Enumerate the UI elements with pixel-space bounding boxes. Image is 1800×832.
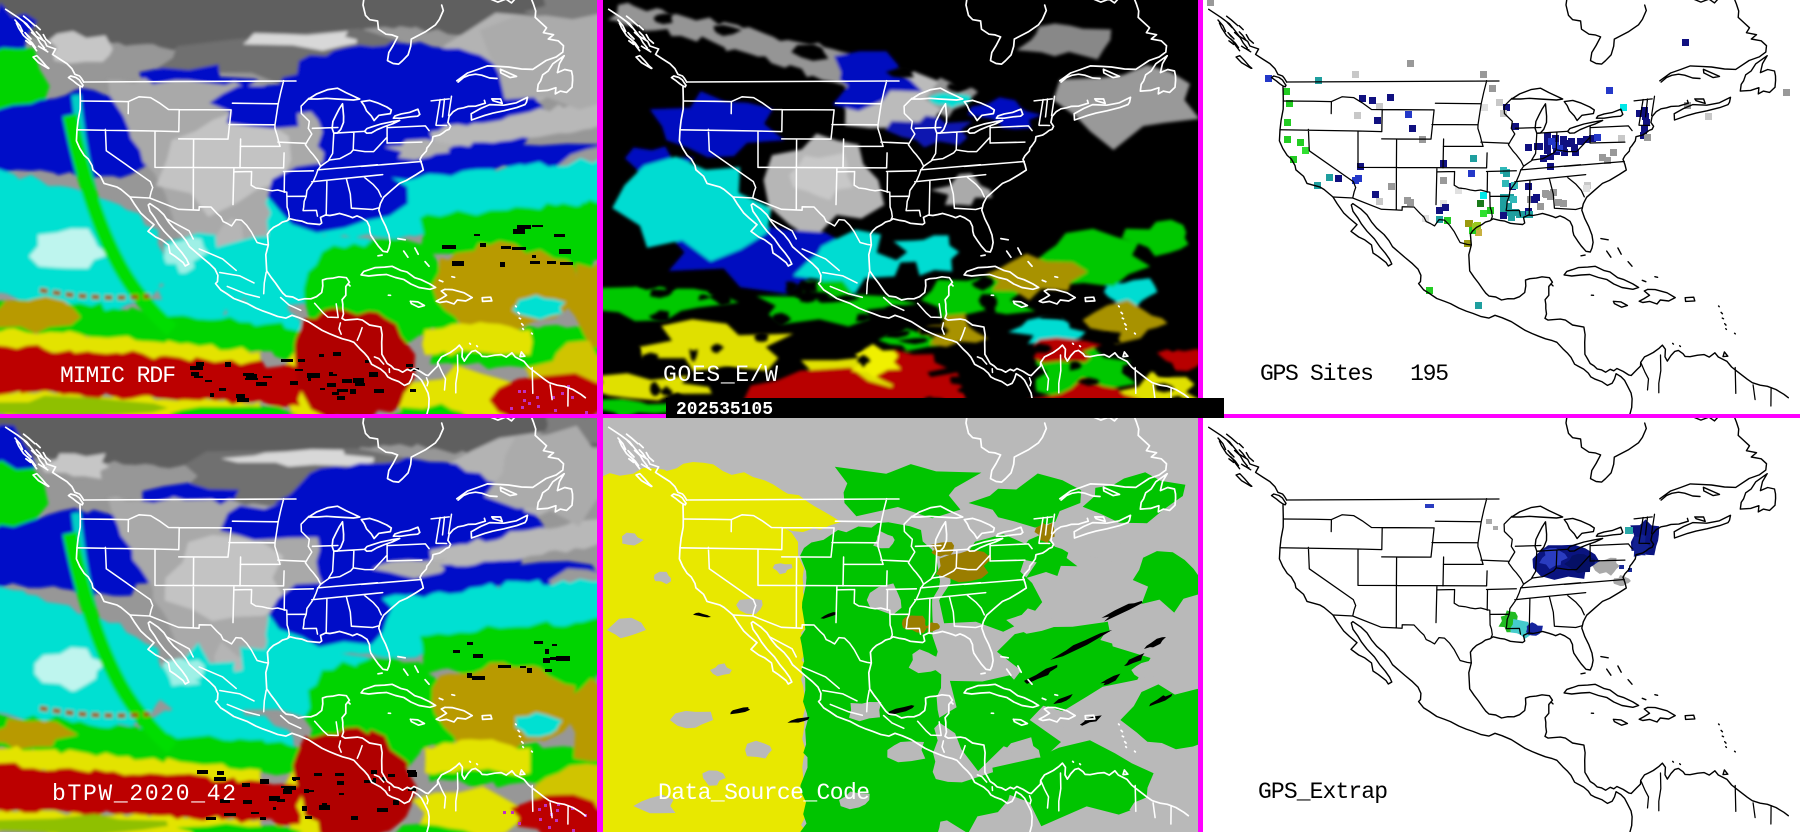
svg-text:MIMIC RDF: MIMIC RDF <box>60 363 176 389</box>
svg-text:202535105: 202535105 <box>676 400 773 420</box>
svg-text:GPS_Extrap: GPS_Extrap <box>1258 779 1388 805</box>
svg-text:Data_Source_Code: Data_Source_Code <box>658 780 870 806</box>
svg-text:bTPW_2020_42: bTPW_2020_42 <box>52 781 236 807</box>
svg-text:GPS Sites 195: GPS Sites 195 <box>1260 361 1449 387</box>
svg-text:GOES_E/W: GOES_E/W <box>663 362 778 388</box>
